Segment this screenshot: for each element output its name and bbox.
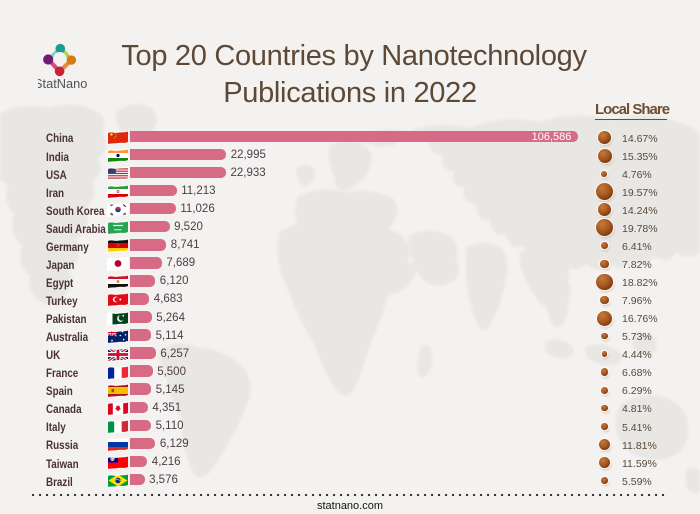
svg-text:StatNano: StatNano [38, 76, 87, 91]
svg-text:statnano.com: statnano.com [317, 500, 383, 512]
